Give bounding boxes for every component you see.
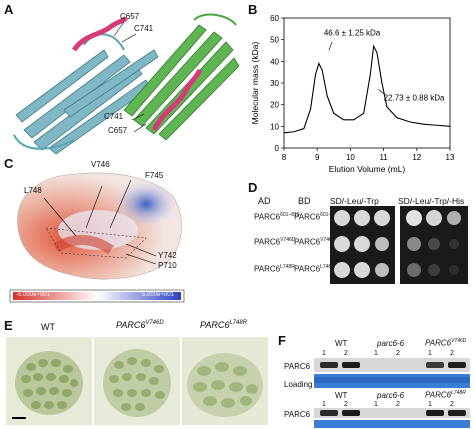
- yeast-spot-plates: [330, 206, 468, 284]
- panel-letter-d: D: [248, 180, 258, 195]
- scale-min-label: -5.000e+001: [16, 292, 50, 298]
- residue-label: V746: [91, 160, 110, 169]
- x-tick-label: 12: [412, 153, 421, 162]
- lane-label: 1: [374, 350, 378, 357]
- y-tick-label: 40: [270, 57, 279, 66]
- y-axis-label: Molecular mass (kDa): [250, 42, 260, 125]
- residue-label: C741: [134, 24, 154, 33]
- lane-label: 1: [428, 401, 432, 408]
- western-blot-bottom: [314, 408, 470, 428]
- genotype-label: PARC6L748R: [425, 390, 466, 400]
- row-label: PARC6: [284, 362, 311, 371]
- annotation-peak1: 46.6 ± 1.25 kDa: [324, 28, 381, 37]
- genotype-label: PARC6V746D: [425, 338, 467, 348]
- row-label: Loading: [284, 380, 313, 389]
- scale-max-label: 5.000e+001: [142, 292, 174, 298]
- x-tick-label: 11: [379, 153, 388, 162]
- genotype-label: WT: [335, 391, 348, 400]
- plot-frame: [283, 17, 451, 149]
- panel-letter-a: A: [4, 2, 14, 17]
- residue-label: C741: [104, 112, 124, 121]
- lane-label: 2: [344, 350, 348, 357]
- ad-construct-label: PARC6V746D: [254, 237, 296, 247]
- residue-label: Y742: [158, 251, 177, 260]
- genotype-label: WT: [41, 322, 55, 332]
- protein-ribbon-structure: [13, 13, 240, 155]
- bd-construct-label: PARC6601–819: [294, 212, 340, 222]
- bd-construct-label: PARC6L748R: [294, 264, 335, 274]
- lane-label: 1: [322, 350, 326, 357]
- lane-label: 2: [450, 401, 454, 408]
- residue-label: C657: [108, 126, 128, 135]
- panel-letter-e: E: [4, 318, 13, 333]
- elution-chart: 8 9 10 11 12 13 0 10 20 30 40 50 60 Elution Volume (m…: [250, 14, 455, 174]
- y-tick-label: 30: [270, 79, 279, 88]
- x-tick-label: 13: [446, 153, 455, 162]
- y-tick-label: 50: [270, 36, 279, 45]
- electrostatic-surface: [9, 172, 185, 303]
- medium-label: SD/-Leu/-Trp/-His: [398, 196, 465, 206]
- ad-construct-label: PARC6601–819: [254, 212, 300, 222]
- annotation-leader: [328, 41, 333, 51]
- ad-construct-label: PARC6L748R: [254, 264, 295, 274]
- residue-label: C657: [120, 12, 140, 21]
- panel-letter-f: F: [278, 333, 286, 348]
- y-tick-label: 60: [270, 14, 279, 23]
- mesophyll-cell-micrographs: [6, 337, 268, 425]
- lane-label: 2: [450, 350, 454, 357]
- genotype-label: parc6-6: [377, 339, 405, 348]
- medium-label: SD/-Leu/-Trp: [330, 196, 379, 206]
- x-axis-label: Elution Volume (mL): [329, 164, 406, 174]
- annotation-leader: [378, 89, 384, 95]
- genotype-label: parc6-6: [377, 391, 405, 400]
- genotype-label: PARC6L748R: [200, 320, 248, 330]
- residue-label: L748: [24, 186, 42, 195]
- western-blot-top: [314, 358, 470, 388]
- panel-letter-b: B: [248, 2, 258, 17]
- x-tick-label: 10: [346, 153, 355, 162]
- y-tick-label: 20: [270, 101, 279, 110]
- genotype-label: WT: [335, 339, 348, 348]
- x-tick-label: 9: [315, 153, 320, 162]
- bd-construct-label: PARC6V746D: [294, 237, 336, 247]
- lane-label: 1: [322, 401, 326, 408]
- lane-label: 2: [344, 401, 348, 408]
- column-header-bd: BD: [298, 196, 311, 206]
- x-tick-label: 8: [282, 153, 287, 162]
- y-tick-label: 10: [270, 122, 279, 131]
- lane-label: 2: [396, 350, 400, 357]
- lane-label: 1: [428, 350, 432, 357]
- panel-letter-c: C: [4, 156, 14, 171]
- lane-label: 1: [374, 401, 378, 408]
- genotype-label: PARC6V746D: [116, 320, 164, 330]
- annotation-peak2: 22.73 ± 0.88 kDa: [384, 93, 445, 102]
- residue-label: P710: [158, 261, 177, 270]
- column-header-ad: AD: [258, 196, 271, 206]
- lane-label: 2: [396, 401, 400, 408]
- y-tick-label: 0: [275, 144, 280, 153]
- row-label: PARC6: [284, 410, 311, 419]
- residue-label: F745: [145, 171, 164, 180]
- elution-trace: [283, 44, 451, 134]
